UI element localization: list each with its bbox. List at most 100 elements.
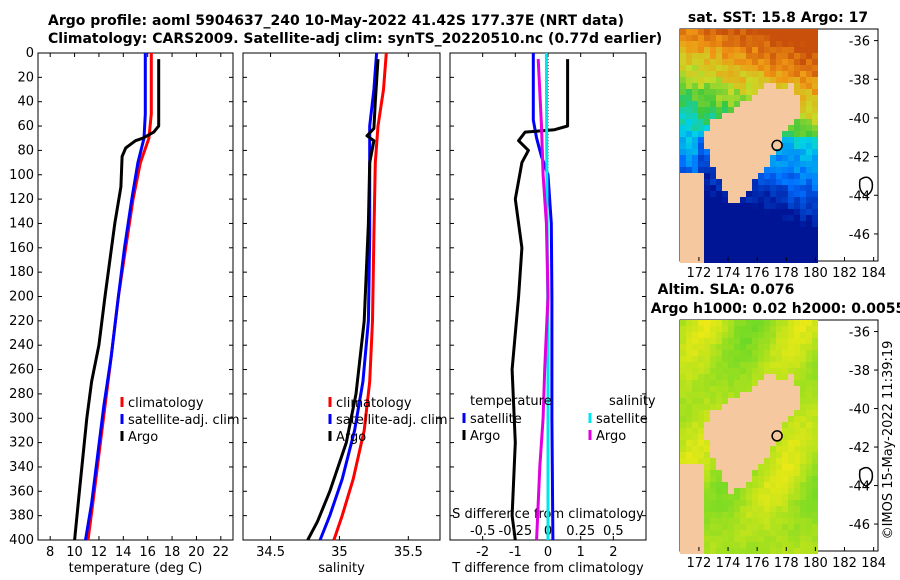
map-cell bbox=[788, 233, 794, 239]
map-cell bbox=[806, 155, 812, 161]
map-cell bbox=[788, 29, 794, 35]
map-cell bbox=[734, 41, 740, 47]
map-cell bbox=[740, 452, 746, 458]
differences-xtick-label: -1 bbox=[509, 545, 522, 560]
map-cell bbox=[740, 71, 746, 77]
map-cell bbox=[764, 95, 770, 101]
map-cell bbox=[788, 47, 794, 53]
map-cell bbox=[806, 434, 812, 440]
map-cell bbox=[788, 422, 794, 428]
map-cell bbox=[710, 203, 716, 209]
map-cell bbox=[788, 95, 794, 101]
map-xtick-label: 176 bbox=[745, 266, 770, 281]
map-cell bbox=[812, 149, 818, 155]
map-cell bbox=[794, 464, 800, 470]
map-cell bbox=[710, 356, 716, 362]
map-cell bbox=[764, 380, 770, 386]
map-xtick-label: 172 bbox=[687, 266, 712, 281]
map-cell bbox=[716, 95, 722, 101]
map-cell bbox=[776, 239, 782, 245]
map-cell bbox=[794, 125, 800, 131]
argo-float-marker bbox=[771, 430, 783, 442]
map-cell bbox=[812, 35, 818, 41]
map-cell bbox=[800, 215, 806, 221]
map-cell bbox=[734, 452, 740, 458]
map-cell bbox=[806, 131, 812, 137]
map-cell bbox=[794, 233, 800, 239]
map-cell bbox=[734, 500, 740, 506]
map-cell bbox=[746, 362, 752, 368]
map-cell bbox=[776, 251, 782, 257]
map-cell bbox=[770, 197, 776, 203]
map-cell bbox=[698, 506, 704, 512]
map-cell bbox=[800, 488, 806, 494]
map-cell bbox=[746, 257, 752, 263]
map-cell bbox=[710, 548, 716, 554]
map-cell bbox=[692, 344, 698, 350]
map-cell bbox=[782, 332, 788, 338]
map-cell bbox=[686, 350, 692, 356]
map-cell bbox=[686, 440, 692, 446]
map-cell bbox=[812, 416, 818, 422]
map-cell bbox=[686, 29, 692, 35]
map-cell bbox=[692, 398, 698, 404]
map-cell bbox=[734, 380, 740, 386]
map-cell bbox=[770, 440, 776, 446]
map-cell bbox=[686, 185, 692, 191]
map-cell bbox=[746, 29, 752, 35]
map-cell bbox=[770, 71, 776, 77]
map-cell bbox=[710, 155, 716, 161]
map-cell bbox=[740, 350, 746, 356]
map-cell bbox=[788, 446, 794, 452]
map-cell bbox=[686, 482, 692, 488]
map-cell bbox=[698, 47, 704, 53]
map-cell bbox=[692, 494, 698, 500]
map-cell bbox=[746, 482, 752, 488]
map-cell bbox=[680, 404, 686, 410]
map-cell bbox=[710, 257, 716, 263]
map-cell bbox=[788, 470, 794, 476]
map-cell bbox=[698, 203, 704, 209]
map-cell bbox=[770, 362, 776, 368]
map-cell bbox=[704, 434, 710, 440]
map-cell bbox=[740, 77, 746, 83]
map-cell bbox=[728, 29, 734, 35]
map-cell bbox=[740, 530, 746, 536]
temperature-xtick-label: 22 bbox=[213, 545, 230, 560]
map-cell bbox=[686, 422, 692, 428]
map-cell bbox=[812, 71, 818, 77]
map-cell bbox=[722, 161, 728, 167]
map-cell bbox=[740, 446, 746, 452]
map-cell bbox=[722, 47, 728, 53]
map-cell bbox=[812, 482, 818, 488]
map-cell bbox=[752, 107, 758, 113]
map-cell bbox=[716, 89, 722, 95]
map-cell bbox=[704, 344, 710, 350]
map-cell bbox=[806, 215, 812, 221]
map-cell bbox=[704, 368, 710, 374]
map-cell bbox=[728, 71, 734, 77]
map-cell bbox=[716, 512, 722, 518]
map-cell bbox=[782, 29, 788, 35]
map-cell bbox=[776, 434, 782, 440]
map-cell bbox=[698, 434, 704, 440]
map-cell bbox=[680, 101, 686, 107]
map-cell bbox=[740, 380, 746, 386]
map-cell bbox=[716, 446, 722, 452]
map-cell bbox=[710, 215, 716, 221]
map-cell bbox=[758, 95, 764, 101]
map-cell bbox=[716, 77, 722, 83]
map-cell bbox=[722, 386, 728, 392]
map-cell bbox=[764, 476, 770, 482]
map-cell bbox=[794, 512, 800, 518]
map-cell bbox=[680, 215, 686, 221]
map-cell bbox=[716, 530, 722, 536]
map-cell bbox=[788, 131, 794, 137]
map-cell bbox=[740, 374, 746, 380]
map-cell bbox=[740, 512, 746, 518]
map-cell bbox=[770, 131, 776, 137]
map-cell bbox=[686, 59, 692, 65]
map-cell bbox=[800, 356, 806, 362]
map-cell bbox=[752, 35, 758, 41]
map-cell bbox=[746, 113, 752, 119]
